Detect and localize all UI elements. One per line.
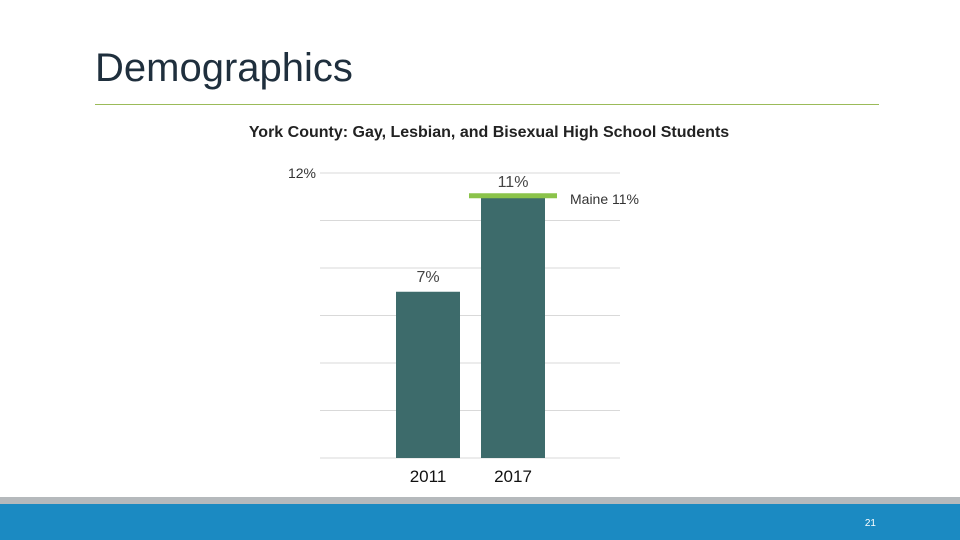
chart-title: York County: Gay, Lesbian, and Bisexual … [248,124,730,141]
footer-bar [0,504,960,540]
bar-2017 [481,196,545,458]
category-label-2017: 2017 [494,467,532,486]
page-number: 21 [864,518,876,529]
data-label-2011: 7% [416,269,439,286]
footer-accent-bar [0,497,960,504]
benchmark-label: Maine 11% [570,191,639,207]
category-label-2011: 2011 [410,467,447,486]
slide-title: Demographics [95,46,353,90]
bar-2011 [396,291,460,458]
y-axis-top-label: 12% [288,165,316,181]
title-divider [95,104,879,105]
data-label-2017: 11% [498,174,529,191]
